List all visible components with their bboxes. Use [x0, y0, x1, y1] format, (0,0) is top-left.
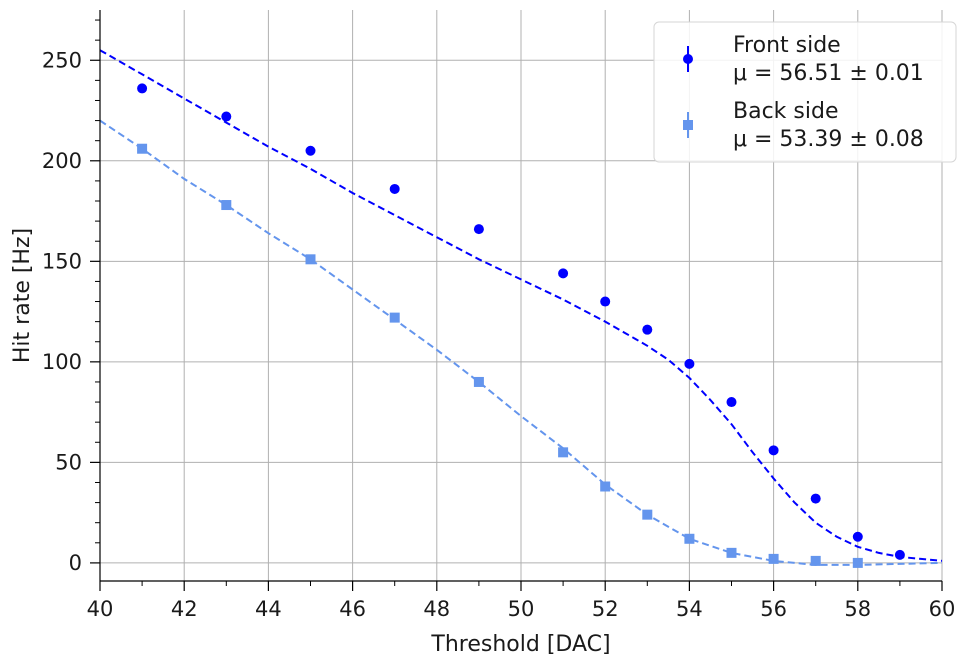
data-point [684, 358, 695, 369]
data-point [600, 296, 611, 307]
fit-curve [99, 119, 943, 566]
data-point [389, 312, 400, 323]
data-point [768, 445, 779, 456]
x-axis-label: Threshold [DAC] [430, 632, 610, 657]
data-point [852, 531, 863, 542]
data-point [221, 200, 232, 211]
x-tick-label: 56 [760, 597, 787, 621]
x-tick-label: 52 [592, 597, 619, 621]
data-point [726, 397, 737, 408]
x-tick-label: 58 [844, 597, 871, 621]
x-tick-label: 48 [423, 597, 450, 621]
data-point [137, 143, 148, 154]
data-point [389, 183, 400, 194]
axes: 40 42 44 46 48 50 52 54 56 58 60 0 50 100 150 200 250 [42, 10, 955, 621]
x-tick-label: 40 [87, 597, 114, 621]
data-point [810, 493, 821, 504]
x-tick-label: 44 [255, 597, 282, 621]
data-point [642, 509, 653, 520]
data-point [473, 376, 484, 387]
y-axis-label: Hit rate [Hz] [10, 228, 35, 363]
data-point [305, 145, 316, 156]
y-tick-label: 100 [42, 350, 82, 374]
legend-series-name: Front side [733, 33, 841, 58]
legend-marker [683, 120, 693, 130]
x-tick-label: 50 [508, 597, 535, 621]
data-point [558, 447, 569, 458]
y-tick-label: 150 [42, 249, 82, 273]
data-point [768, 553, 779, 564]
y-tick-label: 0 [69, 551, 82, 575]
data-point [473, 224, 484, 235]
legend-marker [683, 54, 693, 64]
y-tick-label: 250 [42, 48, 82, 72]
x-tick-label: 42 [171, 597, 198, 621]
data-point [137, 83, 148, 94]
data-points [137, 83, 905, 568]
legend-box [653, 21, 957, 163]
data-point [684, 533, 695, 544]
fit-curve [99, 49, 943, 562]
legend-series-name: Back side [733, 99, 838, 124]
data-point [305, 254, 316, 265]
data-point [894, 549, 905, 560]
data-point [600, 481, 611, 492]
data-point [726, 547, 737, 558]
data-point [221, 111, 232, 122]
y-tick-label: 200 [42, 149, 82, 173]
x-tick-label: 60 [929, 597, 956, 621]
data-point [810, 555, 821, 566]
x-tick-label: 46 [339, 597, 366, 621]
legend: Front side μ = 56.51 ± 0.01 Back side μ = 5… [653, 21, 957, 163]
fit-curves [99, 49, 943, 566]
legend-series-annotation: μ = 53.39 ± 0.08 [733, 127, 924, 152]
data-point [642, 324, 653, 335]
data-point [852, 557, 863, 568]
x-tick-label: 54 [676, 597, 703, 621]
data-point [558, 268, 569, 279]
legend-series-annotation: μ = 56.51 ± 0.01 [733, 61, 924, 86]
y-tick-label: 50 [55, 450, 82, 474]
